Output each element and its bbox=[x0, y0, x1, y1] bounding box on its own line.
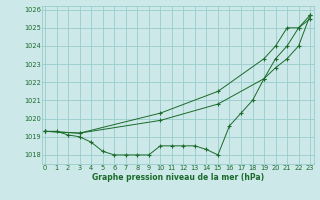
X-axis label: Graphe pression niveau de la mer (hPa): Graphe pression niveau de la mer (hPa) bbox=[92, 173, 264, 182]
